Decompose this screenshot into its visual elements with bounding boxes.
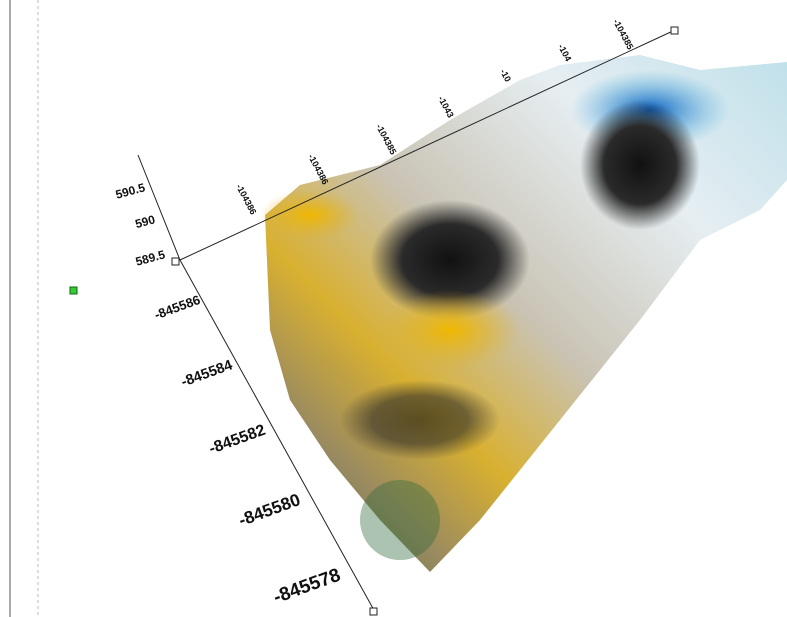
z-tick-label: 590.5 — [114, 180, 147, 201]
z-tick-label: 590 — [134, 212, 157, 231]
handle[interactable] — [69, 286, 78, 295]
x-tick-label: -104385 — [611, 17, 635, 51]
axes — [137, 26, 679, 616]
x-tick-label: -1043 — [436, 94, 456, 119]
x-tick-label: -104385 — [374, 122, 398, 156]
x-tick-label: -10 — [498, 67, 513, 83]
x-tick-label: -104 — [556, 42, 573, 63]
y-tick-label: -845586 — [152, 292, 202, 322]
y-tick-label: -845580 — [236, 489, 303, 530]
z-tick-label: 589.5 — [134, 247, 167, 268]
y-tick-label: -845582 — [207, 422, 268, 458]
y-tick-label: -845584 — [179, 357, 234, 390]
x-tick-label: -104386 — [234, 182, 258, 216]
surface — [260, 55, 787, 572]
y-tick-label: -845578 — [271, 565, 344, 609]
